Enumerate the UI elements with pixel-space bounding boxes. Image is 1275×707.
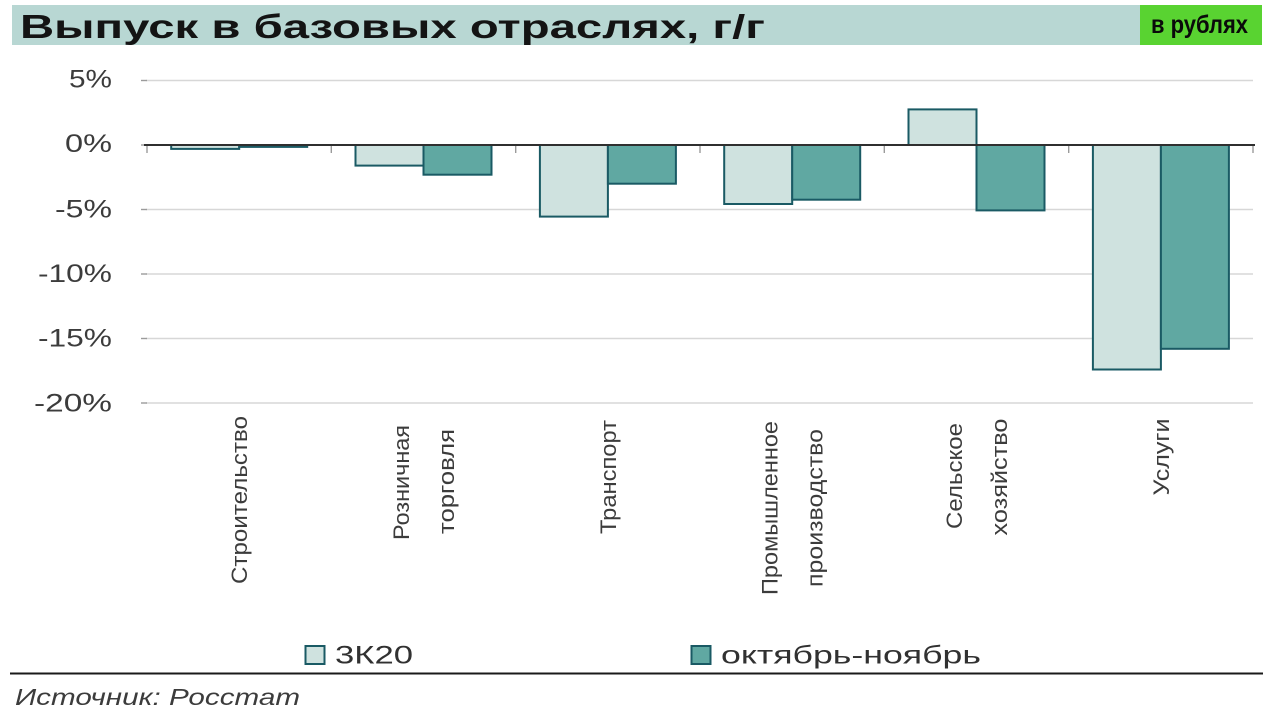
svg-text:-20%: -20% [34, 390, 112, 418]
svg-text:Источник: Росстат: Источник: Росстат [15, 684, 300, 707]
svg-text:Выпуск в базовых отраслях, г/г: Выпуск в базовых отраслях, г/г [20, 8, 765, 45]
svg-text:Услуги: Услуги [1149, 419, 1174, 496]
svg-text:октябрь-ноябрь: октябрь-ноябрь [721, 642, 981, 670]
svg-text:Сельское: Сельское [942, 423, 967, 529]
svg-text:Строительство: Строительство [227, 416, 252, 584]
svg-text:производство: производство [803, 429, 828, 587]
svg-text:Промышленное: Промышленное [758, 421, 783, 595]
svg-text:Розничная: Розничная [389, 425, 414, 540]
svg-text:3К20: 3К20 [335, 642, 413, 670]
svg-text:хозяйство: хозяйство [987, 419, 1012, 536]
svg-text:0%: 0% [65, 130, 112, 158]
svg-text:5%: 5% [69, 66, 112, 94]
svg-text:Транспорт: Транспорт [596, 420, 621, 534]
svg-text:в рублях: в рублях [1151, 11, 1248, 39]
svg-text:-15%: -15% [38, 325, 112, 353]
svg-text:торговля: торговля [434, 429, 459, 534]
svg-text:-10%: -10% [38, 260, 112, 288]
svg-text:-5%: -5% [55, 196, 112, 224]
